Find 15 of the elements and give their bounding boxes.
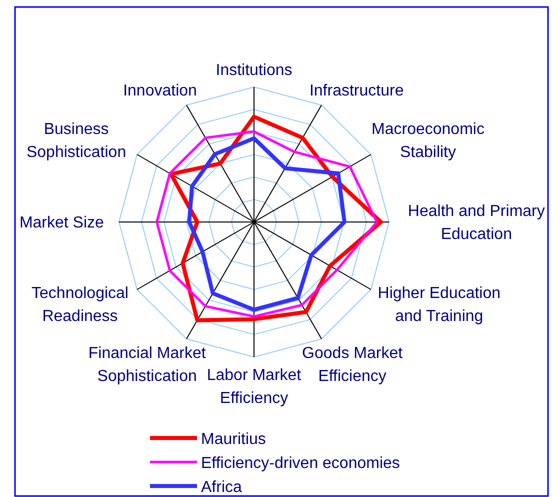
- spoke-label: Technological Readiness: [32, 285, 128, 325]
- spoke-label: Labor Market Efficiency: [206, 367, 302, 407]
- spoke-label: Market Size: [19, 214, 104, 232]
- spoke-label: Infrastructure: [309, 82, 404, 100]
- spoke-label: Financial Market Sophistication: [88, 345, 206, 386]
- spoke-label: Goods Market Efficiency: [302, 345, 404, 386]
- spoke-label: Macroeconomic Stability: [372, 121, 484, 161]
- legend-label: Africa: [201, 479, 242, 496]
- spoke-label: Business Sophistication: [26, 121, 126, 161]
- legend-label: Efficiency-driven economies: [201, 455, 400, 472]
- spoke-label: Institutions: [216, 62, 292, 79]
- spoke-label: Health and Primary Education: [408, 203, 545, 243]
- spoke-label: Higher Education and Training: [378, 285, 501, 325]
- spoke-label: Innovation: [123, 82, 197, 100]
- legend-label: Mauritius: [201, 431, 266, 448]
